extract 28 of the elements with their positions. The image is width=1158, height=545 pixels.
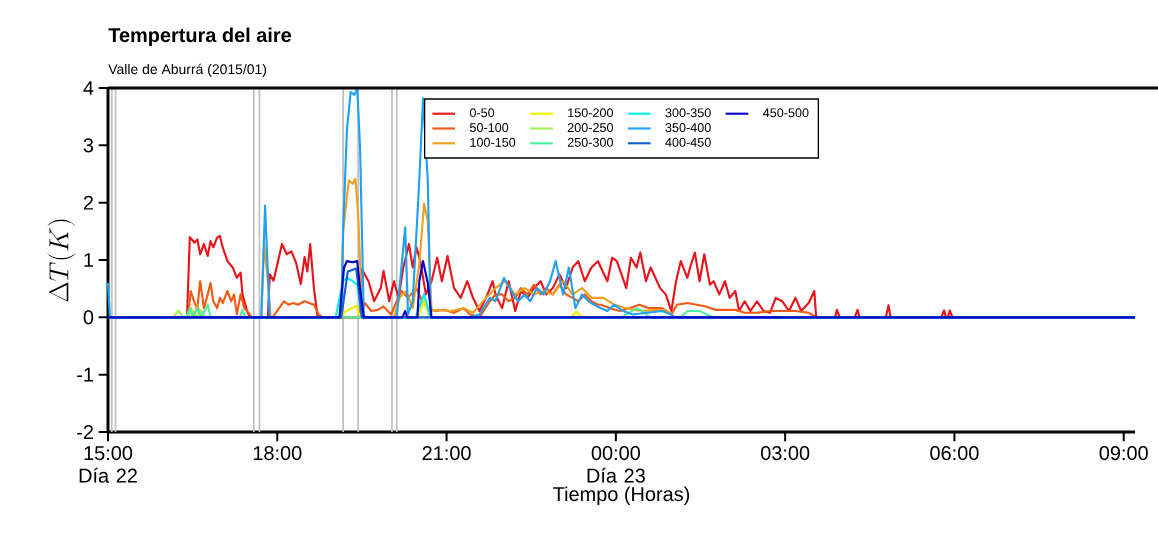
x-axis-title: Tiempo (Horas)	[553, 486, 690, 506]
chart-subtitle: Valle de Aburrá (2015/01)	[108, 63, 267, 77]
y-axis-title: $\Delta T(K)$	[47, 219, 76, 302]
legend-label: 450-500	[763, 108, 809, 118]
y-tick-label: 3	[83, 138, 94, 153]
legend-label: 50-100	[469, 123, 509, 133]
x-tick-label: 03:00	[760, 446, 810, 461]
legend-label: 200-250	[567, 123, 614, 133]
legend-label: 100-150	[470, 137, 516, 147]
x-tick-label: 06:00	[930, 446, 979, 461]
x-tick-label: 21:00	[422, 446, 471, 461]
x-tick-label: 09:00	[1099, 446, 1148, 461]
chart-title: Tempertura del aire	[108, 27, 292, 47]
legend-label: 400-450	[665, 137, 711, 147]
legend-label: 250-300	[567, 137, 614, 147]
legend-label: 150-200	[568, 108, 614, 118]
legend-label: 300-350	[665, 108, 711, 118]
y-tick-label: 0	[83, 310, 94, 325]
y-tick-label: 2	[83, 195, 93, 210]
legend-label: 350-400	[665, 123, 711, 133]
y-tick-label: -2	[77, 425, 93, 439]
x-tick-label: 15:00 Día 22	[79, 446, 137, 483]
x-tick-label: 00:00 Día 23	[587, 446, 645, 483]
x-tick-label: 18:00	[253, 446, 302, 461]
y-tick-label: 1	[84, 253, 93, 267]
legend-label: 0-50	[469, 108, 495, 118]
y-tick-label: -1	[77, 367, 93, 382]
y-tick-label: 4	[83, 81, 94, 95]
